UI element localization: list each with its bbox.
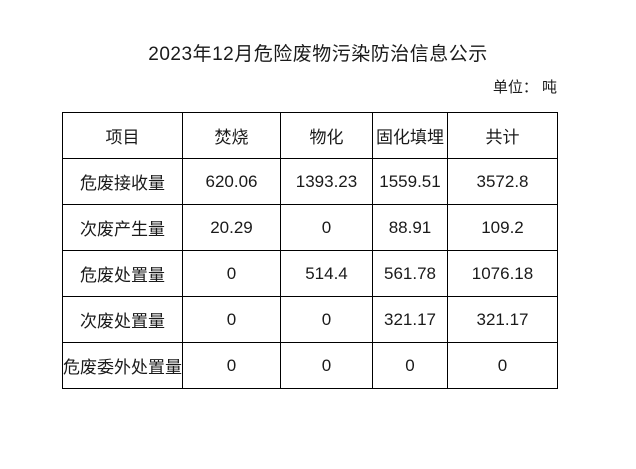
page-title: 2023年12月危险废物污染防治信息公示: [148, 44, 488, 65]
table-row-waste-outsourced-disposal: 危废委外处置量 0 0 0 0: [62, 342, 558, 389]
row-label: 危废接收量: [62, 158, 183, 205]
table-cell: 0: [280, 342, 373, 389]
table-cell: 20.29: [182, 204, 281, 251]
table-cell: 0: [372, 342, 448, 389]
table-cell: 561.78: [372, 250, 448, 297]
row-label: 危废处置量: [62, 250, 183, 297]
table-row-waste-disposed: 危废处置量 0 514.4 561.78 1076.18: [62, 250, 558, 297]
table-cell: 321.17: [447, 296, 558, 343]
waste-disclosure-table: 项目 焚烧 物化 固化填埋 共计 危废接收量 620.06 1393.23 15…: [62, 112, 558, 389]
table-cell: 109.2: [447, 204, 558, 251]
table-cell: 1559.51: [372, 158, 448, 205]
table-cell: 514.4: [280, 250, 373, 297]
row-label: 次废产生量: [62, 204, 183, 251]
table-cell: 0: [280, 296, 373, 343]
table-row-secondary-waste-generated: 次废产生量 20.29 0 88.91 109.2: [62, 204, 558, 251]
table-cell: 1393.23: [280, 158, 373, 205]
table-row-secondary-waste-disposed: 次废处置量 0 0 321.17 321.17: [62, 296, 558, 343]
table-cell: 3572.8: [447, 158, 558, 205]
table-cell: 0: [182, 296, 281, 343]
table-cell: 620.06: [182, 158, 281, 205]
row-label: 危废委外处置量: [62, 342, 183, 389]
col-header-total: 共计: [447, 112, 558, 159]
col-header-physicochemical: 物化: [280, 112, 373, 159]
col-header-solidification-landfill: 固化填埋: [372, 112, 448, 159]
table-cell: 88.91: [372, 204, 448, 251]
unit-label: 单位： 吨: [492, 79, 557, 96]
header-row: 项目 焚烧 物化 固化填埋 共计: [62, 112, 558, 159]
table-cell: 0: [182, 250, 281, 297]
table-cell: 321.17: [372, 296, 448, 343]
col-header-incineration: 焚烧: [182, 112, 281, 159]
row-label: 次废处置量: [62, 296, 183, 343]
col-header-item: 项目: [62, 112, 183, 159]
table-cell: 0: [182, 342, 281, 389]
table-cell: 1076.18: [447, 250, 558, 297]
table-cell: 0: [447, 342, 558, 389]
table-cell: 0: [280, 204, 373, 251]
table-row-waste-received: 危废接收量 620.06 1393.23 1559.51 3572.8: [62, 158, 558, 205]
